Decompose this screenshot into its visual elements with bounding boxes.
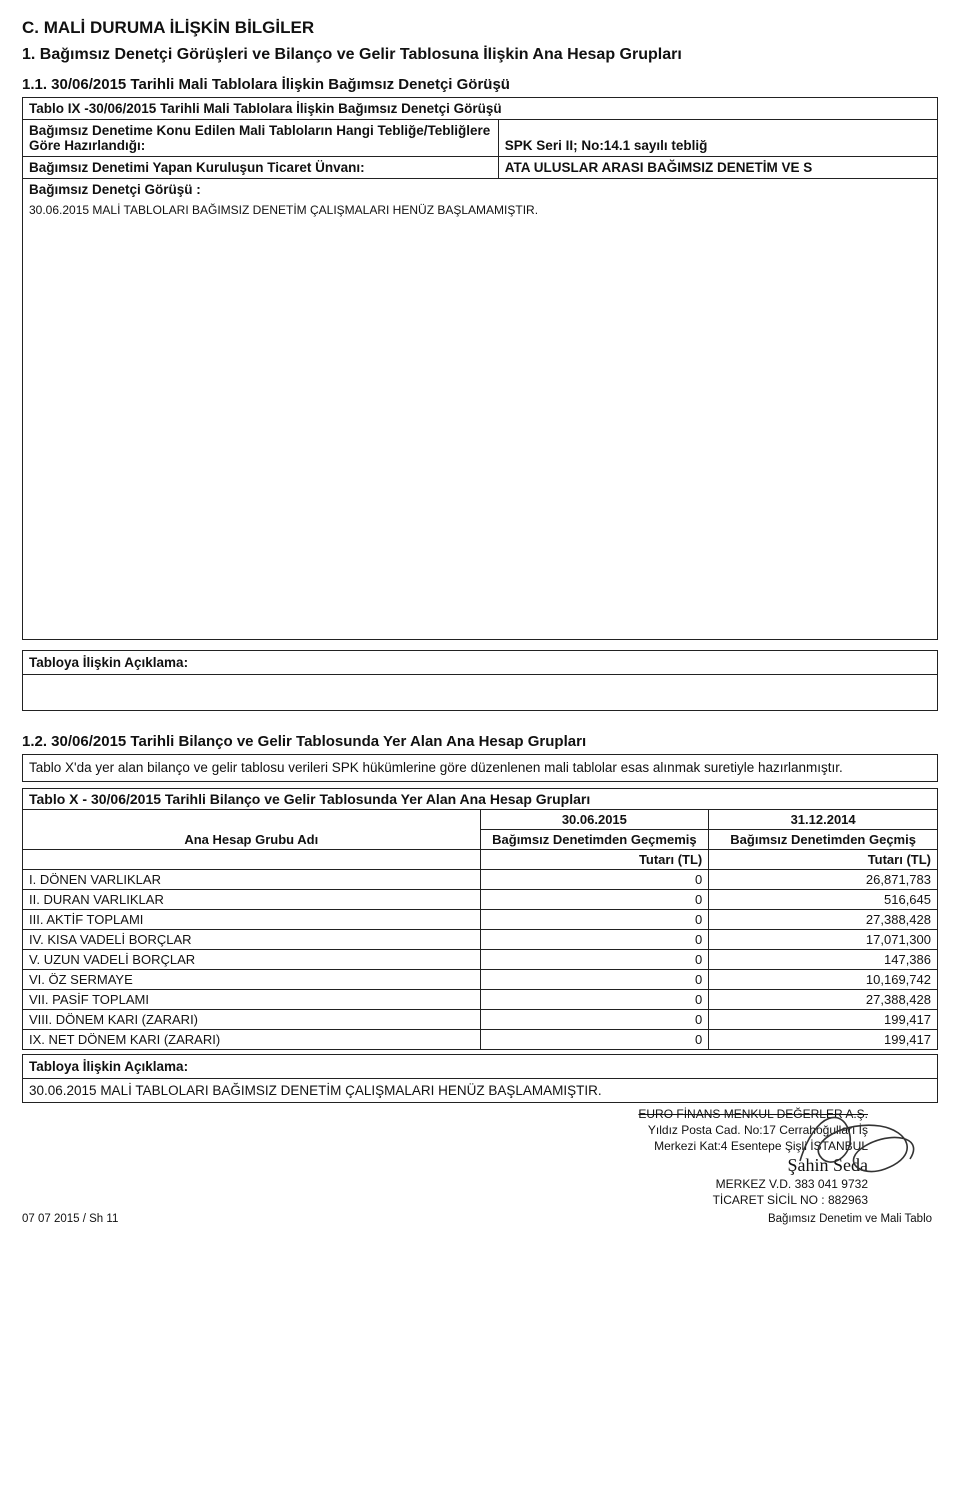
row-label: II. DURAN VARLIKLAR xyxy=(23,890,481,910)
item-1-1-title: 1.1. 30/06/2015 Tarihli Mali Tablolara İ… xyxy=(22,76,938,93)
stamp-line-1: EURO FİNANS MENKUL DEĞERLER A.Ş. xyxy=(22,1107,868,1123)
row-val-current: 0 xyxy=(480,970,709,990)
item-1-2-paragraph: Tablo X'da yer alan bilanço ve gelir tab… xyxy=(22,754,938,782)
row-val-current: 0 xyxy=(480,950,709,970)
tablo-x-empty xyxy=(23,850,481,870)
row-val-current: 0 xyxy=(480,1010,709,1030)
tablo-ix-k3: Bağımsız Denetçi Görüşü : xyxy=(23,178,938,200)
tablo-ix-v2: ATA ULUSLAR ARASI BAĞIMSIZ DENETİM VE S xyxy=(498,156,937,178)
row-val-prior: 27,388,428 xyxy=(709,990,938,1010)
item-1-2-title: 1.2. 30/06/2015 Tarihli Bilanço ve Gelir… xyxy=(22,733,938,750)
stamp-line-2: Yıldız Posta Cad. No:17 Cerrahoğulları İ… xyxy=(22,1123,868,1139)
row-label: III. AKTİF TOPLAMI xyxy=(23,910,481,930)
row-label: VIII. DÖNEM KARI (ZARARI) xyxy=(23,1010,481,1030)
row-val-prior: 17,071,300 xyxy=(709,930,938,950)
table-row: II. DURAN VARLIKLAR0516,645 xyxy=(23,890,938,910)
row-val-current: 0 xyxy=(480,930,709,950)
row-label: IV. KISA VADELİ BORÇLAR xyxy=(23,930,481,950)
tablo-x-expl-label: Tabloya İlişkin Açıklama: xyxy=(23,1055,938,1079)
row-val-prior: 199,417 xyxy=(709,1030,938,1050)
tablo-ix-body-space xyxy=(23,220,938,640)
table-row: V. UZUN VADELİ BORÇLAR0147,386 xyxy=(23,950,938,970)
tablo-ix-v1: SPK Seri II; No:14.1 sayılı tebliğ xyxy=(498,119,937,156)
row-val-prior: 27,388,428 xyxy=(709,910,938,930)
page-footer-right: Bağımsız Denetim ve Mali Tablo xyxy=(483,1213,932,1225)
tablo-ix-k2: Bağımsız Denetimi Yapan Kuruluşun Ticare… xyxy=(23,156,499,178)
tablo-x-head2: Bağımsız Denetimden Geçmiş xyxy=(709,830,938,850)
item-1-title: 1. Bağımsız Denetçi Görüşleri ve Bilanço… xyxy=(22,44,938,66)
row-val-current: 0 xyxy=(480,870,709,890)
tablo-ix-caption: Tablo IX -30/06/2015 Tarihli Mali Tablol… xyxy=(23,97,938,119)
table-row: VII. PASİF TOPLAMI027,388,428 xyxy=(23,990,938,1010)
page-footer: 07 07 2015 / Sh 11 Bağımsız Denetim ve M… xyxy=(22,1213,938,1225)
tablo-ix-body-text: 30.06.2015 MALİ TABLOLARI BAĞIMSIZ DENET… xyxy=(23,200,938,220)
table-row: VI. ÖZ SERMAYE010,169,742 xyxy=(23,970,938,990)
row-val-current: 0 xyxy=(480,990,709,1010)
row-val-prior: 516,645 xyxy=(709,890,938,910)
row-val-prior: 199,417 xyxy=(709,1010,938,1030)
tablo-x-caption: Tablo X - 30/06/2015 Tarihli Bilanço ve … xyxy=(23,789,938,810)
stamp-line-4: MERKEZ V.D. 383 041 9732 xyxy=(22,1177,868,1193)
tablo-x-col-group: Ana Hesap Grubu Adı xyxy=(23,810,481,850)
tablo-x-expl-body: 30.06.2015 MALİ TABLOLARI BAĞIMSIZ DENET… xyxy=(23,1079,938,1103)
stamp-line-5: TİCARET SİCİL NO : 882963 xyxy=(22,1193,868,1209)
tablo-x-head1: Bağımsız Denetimden Geçmemiş xyxy=(480,830,709,850)
table-row: IX. NET DÖNEM KARI (ZARARI)0199,417 xyxy=(23,1030,938,1050)
stamp-signature: Şahin Seda xyxy=(22,1154,868,1177)
row-val-prior: 26,871,783 xyxy=(709,870,938,890)
row-label: IX. NET DÖNEM KARI (ZARARI) xyxy=(23,1030,481,1050)
table-row: I. DÖNEN VARLIKLAR026,871,783 xyxy=(23,870,938,890)
tablo-x-date2: 31.12.2014 xyxy=(709,810,938,830)
row-label: VI. ÖZ SERMAYE xyxy=(23,970,481,990)
tablo-x-sub1: Tutarı (TL) xyxy=(480,850,709,870)
tablo-x: Tablo X - 30/06/2015 Tarihli Bilanço ve … xyxy=(22,788,938,1050)
tablo-ix-explanation: Tabloya İlişkin Açıklama: xyxy=(22,650,938,711)
tablo-x-date1: 30.06.2015 xyxy=(480,810,709,830)
table-row: VIII. DÖNEM KARI (ZARARI)0199,417 xyxy=(23,1010,938,1030)
tablo-x-explanation: Tabloya İlişkin Açıklama: 30.06.2015 MAL… xyxy=(22,1054,938,1103)
row-label: I. DÖNEN VARLIKLAR xyxy=(23,870,481,890)
table-row: IV. KISA VADELİ BORÇLAR017,071,300 xyxy=(23,930,938,950)
tablo-ix-expl-body xyxy=(23,675,938,711)
row-label: VII. PASİF TOPLAMI xyxy=(23,990,481,1010)
tablo-ix-k1: Bağımsız Denetime Konu Edilen Mali Tablo… xyxy=(23,119,499,156)
row-val-prior: 147,386 xyxy=(709,950,938,970)
tablo-ix: Tablo IX -30/06/2015 Tarihli Mali Tablol… xyxy=(22,97,938,641)
row-label: V. UZUN VADELİ BORÇLAR xyxy=(23,950,481,970)
tablo-x-sub2: Tutarı (TL) xyxy=(709,850,938,870)
footer-stamp-area: EURO FİNANS MENKUL DEĞERLER A.Ş. Yıldız … xyxy=(22,1107,938,1208)
table-row: III. AKTİF TOPLAMI027,388,428 xyxy=(23,910,938,930)
tablo-ix-expl-label: Tabloya İlişkin Açıklama: xyxy=(23,651,938,675)
row-val-current: 0 xyxy=(480,890,709,910)
section-c-title: C. MALİ DURUMA İLİŞKİN BİLGİLER xyxy=(22,18,938,38)
page-footer-left: 07 07 2015 / Sh 11 xyxy=(22,1213,480,1225)
row-val-current: 0 xyxy=(480,1030,709,1050)
row-val-prior: 10,169,742 xyxy=(709,970,938,990)
stamp-line-3: Merkezi Kat:4 Esentepe Şişli İSTANBUL xyxy=(22,1139,868,1155)
row-val-current: 0 xyxy=(480,910,709,930)
